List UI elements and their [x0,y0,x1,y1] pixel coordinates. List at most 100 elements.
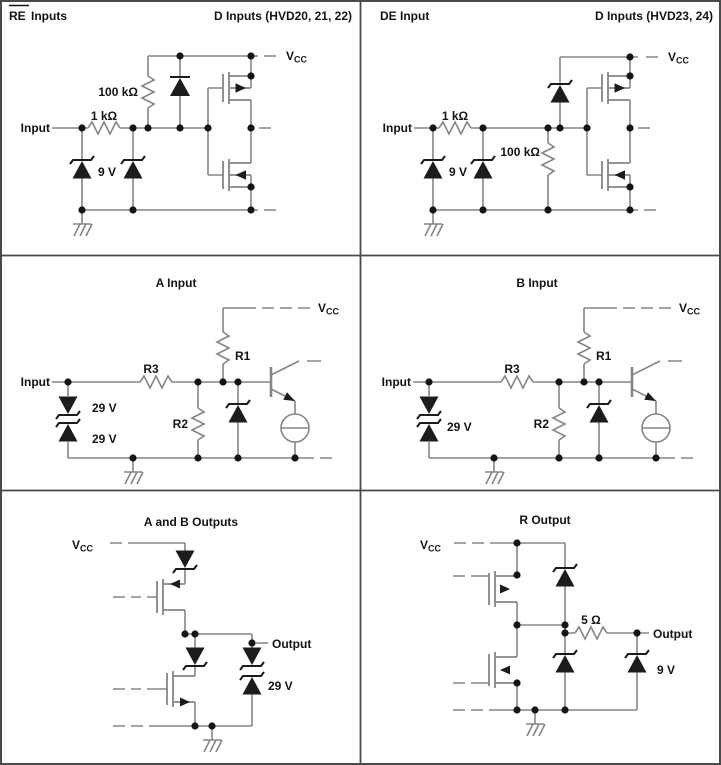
ground-symbol [123,457,144,485]
zener-diode [469,154,497,180]
resistor-r1 [217,332,229,364]
zener-diode-29v-upper [56,397,80,420]
resistor-r3 [139,375,173,389]
zener-label: 9 V [657,663,675,677]
input-label: Input [21,121,50,135]
panel-a-input: A Input VCC R1 R3 Input 29 V 29 V R2 [21,276,340,485]
series-resistor-label: 5 Ω [581,613,601,627]
zener-label: 29 V [447,420,472,434]
pmos-transistor [489,571,517,607]
zener-diode [119,154,147,180]
pullup-resistor-label: 100 kΩ [98,85,138,99]
resistor-r1 [578,332,590,364]
resistor-r2-label: R2 [173,417,189,431]
input-label: Input [383,121,412,135]
vcc-label: VCC [668,50,690,66]
series-resistor [438,121,472,135]
panel-title-d-inputs: D Inputs (HVD23, 24) [595,9,713,23]
wires [413,307,693,459]
clamp-diode-upper [173,551,197,574]
panel-title-re: RE [9,9,26,23]
vcc-label: VCC [679,301,701,317]
zener-diode [585,398,613,424]
series-resistor-label: 1 kΩ [442,109,469,123]
zener-diode-29v-lower [238,670,266,696]
resistor-r2 [553,408,565,440]
pmos-transistor [223,72,251,104]
zener-diode-29v-upper [417,397,441,420]
input-label: Input [382,375,411,389]
clamp-diode-lower [183,648,207,671]
npn-transistor [630,359,662,403]
panel-b-input: B Input VCC R1 R3 Input 29 V R2 [382,276,701,485]
zener-diode-9v [623,648,651,674]
zener-label-upper: 29 V [92,401,117,415]
panel-title-re-rest: Inputs [31,9,67,23]
pulldown-resistor-label: 100 kΩ [500,145,540,159]
panel-title: R Output [519,513,570,527]
clamp-diode [546,78,574,104]
clamp-diode-upper [551,562,579,588]
zener-diode [224,398,252,424]
pulldown-resistor [542,143,554,175]
vcc-label: VCC [318,301,340,317]
ground-symbol [202,725,223,753]
npn-transistor [269,359,301,403]
panel-re-and-d-inputs-hvd20-21-22: RE Inputs D Inputs (HVD20, 21, 22) VCC 1… [9,4,352,237]
series-resistor [574,626,608,640]
vcc-label: VCC [286,49,308,65]
panel-title: A and B Outputs [144,515,239,529]
ground-symbol [525,709,546,737]
wires [110,542,268,727]
pmos-transistor [602,72,630,104]
junction-dots [181,630,256,730]
resistor-r3-label: R3 [143,362,159,376]
zener-diode-29v-lower [54,417,82,443]
wires [453,542,649,711]
vcc-label: VCC [420,538,442,554]
panel-title-de-input: DE Input [380,9,429,23]
series-resistor [87,121,121,135]
ground-symbol [484,457,505,485]
nmos-transistor [489,652,517,688]
output-label: Output [653,627,692,641]
nmos-transistor [602,159,630,191]
panel-title-d-inputs: D Inputs (HVD20, 21, 22) [214,9,352,23]
zener-label-lower: 29 V [92,432,117,446]
zener-label: 9 V [449,165,467,179]
panel-title: B Input [516,276,557,290]
zener-diode-29v-upper [240,648,264,671]
resistor-r3-label: R3 [504,362,520,376]
pmos-transistor [157,579,185,615]
resistor-r1-label: R1 [235,349,251,363]
panel-a-and-b-outputs: A and B Outputs VCC Output 29 V [72,515,311,753]
series-resistor-label: 1 kΩ [91,109,118,123]
current-source [280,413,310,443]
pullup-resistor [142,76,154,108]
resistor-r3 [500,375,534,389]
zener-label: 29 V [268,679,293,693]
zener-diode-29v-lower [415,417,443,443]
resistor-r2 [192,408,204,440]
clamp-diode-lower [551,648,579,674]
panel-r-output: R Output VCC 5 Ω Output 9 V [420,513,692,737]
nmos-transistor [167,671,195,707]
vcc-label: VCC [72,538,94,554]
zener-diode-9v [419,154,447,180]
clamp-diode [168,75,192,98]
zener-diode-9v [68,154,96,180]
resistor-r2-label: R2 [534,417,550,431]
zener-label: 9 V [98,165,116,179]
current-source [641,413,671,443]
nmos-transistor [223,159,251,191]
resistor-r1-label: R1 [596,349,612,363]
panel-title: A Input [156,276,197,290]
input-label: Input [21,375,50,389]
ground-symbol [72,209,93,237]
ground-symbol [423,209,444,237]
output-label: Output [272,637,311,651]
panel-de-and-d-inputs-hvd23-24: DE Input D Inputs (HVD23, 24) VCC 1 kΩ I… [380,9,713,237]
